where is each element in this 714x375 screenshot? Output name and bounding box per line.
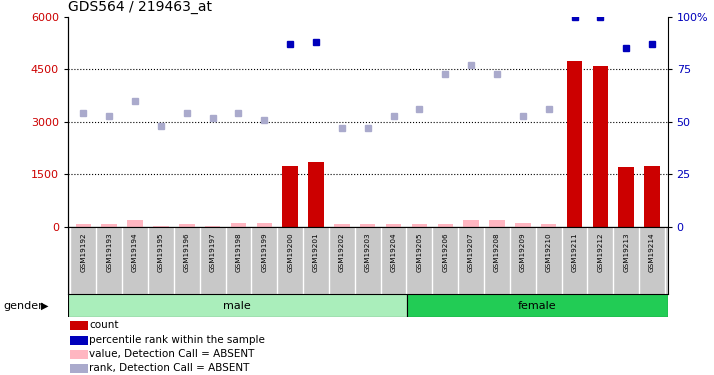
- Bar: [386, 224, 401, 227]
- Text: value, Detection Call = ABSENT: value, Detection Call = ABSENT: [89, 350, 255, 359]
- Text: GSM19202: GSM19202: [339, 232, 345, 272]
- Bar: [283, 166, 298, 227]
- Text: GSM19214: GSM19214: [649, 232, 655, 272]
- Text: GSM19194: GSM19194: [132, 232, 138, 272]
- Bar: [205, 226, 221, 227]
- Text: GSM19199: GSM19199: [261, 232, 267, 272]
- Bar: [515, 224, 531, 227]
- Bar: [360, 224, 376, 227]
- Text: GSM19195: GSM19195: [158, 232, 164, 272]
- Text: GSM19209: GSM19209: [520, 232, 526, 272]
- Text: GSM19192: GSM19192: [81, 232, 86, 272]
- Bar: [70, 364, 88, 373]
- Text: GSM19198: GSM19198: [236, 232, 241, 272]
- Text: GSM19200: GSM19200: [287, 232, 293, 272]
- Text: rank, Detection Call = ABSENT: rank, Detection Call = ABSENT: [89, 363, 250, 374]
- Text: count: count: [89, 320, 119, 330]
- Bar: [68, 294, 407, 317]
- Text: GSM19206: GSM19206: [442, 232, 448, 272]
- Text: GSM19193: GSM19193: [106, 232, 112, 272]
- Bar: [644, 166, 660, 227]
- Text: GSM19204: GSM19204: [391, 232, 396, 272]
- Bar: [70, 321, 88, 330]
- Text: GSM19197: GSM19197: [210, 232, 216, 272]
- Text: gender: gender: [4, 301, 44, 310]
- Bar: [231, 224, 246, 227]
- Text: female: female: [518, 301, 556, 310]
- Text: GSM19212: GSM19212: [598, 232, 603, 272]
- Bar: [567, 61, 583, 227]
- Bar: [308, 162, 323, 227]
- Bar: [489, 220, 505, 227]
- Text: GSM19207: GSM19207: [468, 232, 474, 272]
- Text: GSM19205: GSM19205: [416, 232, 423, 272]
- Text: GSM19196: GSM19196: [183, 232, 190, 272]
- Bar: [463, 220, 479, 227]
- Bar: [407, 294, 668, 317]
- Bar: [76, 224, 91, 227]
- Text: GDS564 / 219463_at: GDS564 / 219463_at: [68, 0, 212, 15]
- Bar: [438, 224, 453, 227]
- Bar: [256, 224, 272, 227]
- Text: GSM19213: GSM19213: [623, 232, 629, 272]
- Bar: [334, 224, 350, 227]
- Bar: [618, 167, 634, 227]
- Text: GSM19201: GSM19201: [313, 232, 319, 272]
- Text: GSM19211: GSM19211: [571, 232, 578, 272]
- Bar: [153, 226, 169, 227]
- Bar: [541, 224, 556, 227]
- Bar: [127, 220, 143, 227]
- Bar: [70, 350, 88, 359]
- Bar: [179, 224, 194, 227]
- Text: percentile rank within the sample: percentile rank within the sample: [89, 335, 266, 345]
- Text: male: male: [223, 301, 251, 310]
- Bar: [593, 66, 608, 227]
- Bar: [70, 336, 88, 345]
- Text: ▶: ▶: [41, 301, 49, 310]
- Text: GSM19210: GSM19210: [545, 232, 552, 272]
- Bar: [412, 224, 427, 227]
- Text: GSM19203: GSM19203: [365, 232, 371, 272]
- Text: GSM19208: GSM19208: [494, 232, 500, 272]
- Bar: [101, 224, 117, 227]
